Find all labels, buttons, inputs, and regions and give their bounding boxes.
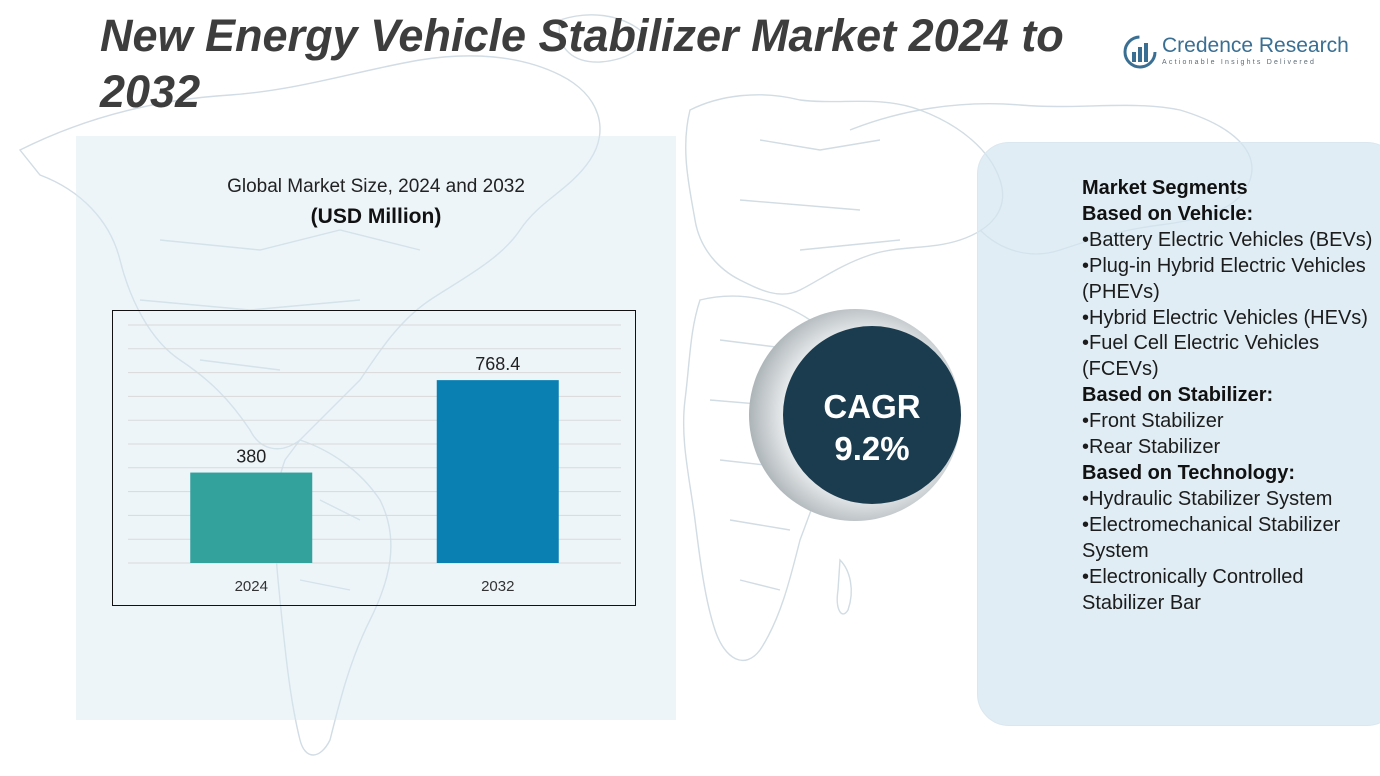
bar-chart-logo-icon [1123, 35, 1157, 69]
segments-panel [977, 142, 1380, 726]
brand-logo: Credence Research Actionable Insights De… [1122, 32, 1362, 72]
bar-chart: 380 2024 768.4 2032 [128, 324, 621, 595]
brand-name: Credence Research [1162, 34, 1349, 57]
segment-group-title: Based on Vehicle: [1082, 202, 1254, 225]
bar-2024 [190, 472, 313, 563]
segment-item: •Electromechanical Stabilizer System [1082, 513, 1341, 562]
market-segments: Market Segments Based on Vehicle: •Batte… [1082, 176, 1374, 616]
cagr-value: 9.2% [834, 430, 910, 467]
chart-title: Global Market Size, 2024 and 2032 [227, 176, 525, 197]
segment-item: •Battery Electric Vehicles (BEVs) [1082, 228, 1373, 251]
segment-item: •Front Stabilizer [1082, 410, 1224, 433]
segment-item: •Plug-in Hybrid Electric Vehicles (PHEVs… [1082, 254, 1366, 303]
x-tick-label-2024: 2024 [235, 578, 268, 595]
segment-item: •Rear Stabilizer [1082, 436, 1221, 459]
chart-panel [76, 136, 676, 720]
segment-item: •Fuel Cell Electric Vehicles (FCEVs) [1082, 332, 1320, 381]
cagr-badge [748, 308, 962, 522]
x-tick-label-2032: 2032 [481, 578, 514, 595]
data-label-2032: 768.4 [475, 354, 520, 374]
segment-item: •Hydraulic Stabilizer System [1082, 487, 1333, 510]
segment-item: •Electronically Controlled Stabilizer Ba… [1082, 565, 1304, 614]
page-title: New Energy Vehicle Stabilizer Market 202… [100, 10, 1064, 117]
chart-subtitle: (USD Million) [310, 205, 442, 228]
bar-2032 [436, 380, 559, 563]
segment-group-title: Based on Stabilizer: [1082, 384, 1274, 407]
cagr-circle [749, 309, 961, 521]
segment-item: •Hybrid Electric Vehicles (HEVs) [1082, 306, 1368, 329]
data-label-2024: 380 [236, 447, 266, 467]
segment-group-title: Based on Technology: [1082, 461, 1295, 484]
chart-frame: 380 2024 768.4 2032 [112, 310, 636, 606]
brand-tagline: Actionable Insights Delivered [1162, 59, 1317, 66]
segments-heading: Market Segments [1082, 177, 1248, 199]
cagr-label: CAGR [823, 388, 921, 425]
